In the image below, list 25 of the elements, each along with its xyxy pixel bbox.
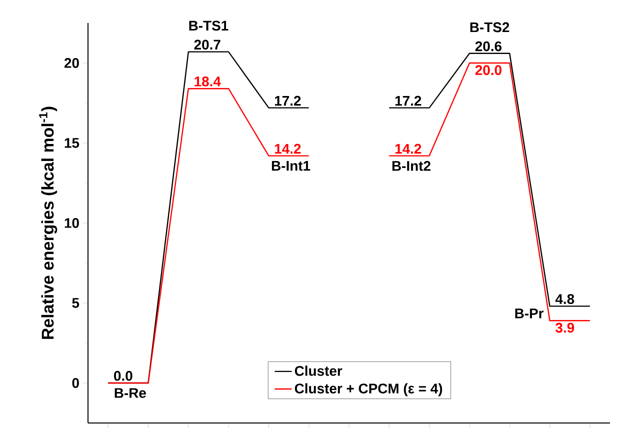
- data-label: 17.2: [274, 96, 301, 106]
- data-label: 18.4: [194, 76, 221, 86]
- data-label: 4.8: [555, 294, 574, 304]
- legend-label: Cluster + CPCM (ε = 4): [294, 383, 442, 396]
- y-tick-label: 0: [72, 378, 79, 388]
- data-label: 14.2: [395, 144, 422, 154]
- data-label: 20.7: [194, 40, 220, 50]
- annotation: B-Int1: [272, 161, 310, 171]
- data-label: 17.2: [395, 96, 422, 106]
- y-tick-label: 10: [64, 218, 79, 228]
- annotation: B-Re: [114, 388, 146, 398]
- y-tick-label: 5: [72, 298, 80, 308]
- y-tick-label: 20: [64, 58, 79, 68]
- annotation: B-Pr: [515, 308, 544, 318]
- data-label: 20.0: [475, 65, 502, 76]
- y-tick-label: 15: [64, 138, 80, 148]
- data-label: 3.9: [556, 322, 574, 333]
- data-label: 14.2: [274, 144, 301, 154]
- legend-label: Cluster: [294, 366, 342, 376]
- y-axis-title: Relative energies (kcal mol$^{-1}$): [39, 106, 58, 339]
- data-label: 0.0: [114, 370, 132, 381]
- annotation: B-TS2: [470, 22, 510, 32]
- annotation: B-Int2: [392, 160, 430, 171]
- annotation: B-TS1: [189, 20, 228, 31]
- data-label: 20.6: [475, 41, 502, 52]
